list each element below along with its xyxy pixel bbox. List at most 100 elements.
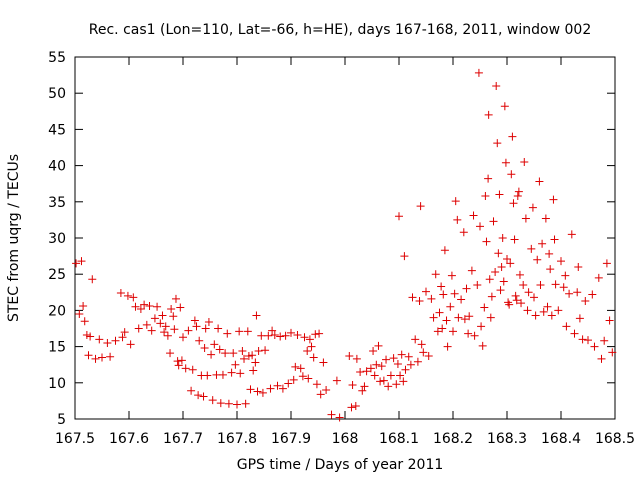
data-point — [493, 139, 502, 148]
data-point — [77, 257, 86, 266]
y-tick-label: 55 — [48, 50, 66, 66]
data-point — [495, 190, 504, 199]
data-point — [227, 368, 236, 377]
data-point — [216, 399, 225, 408]
data-point — [437, 282, 446, 291]
data-point — [417, 340, 426, 349]
data-point — [129, 293, 138, 302]
data-point — [541, 214, 550, 223]
data-point — [352, 354, 361, 363]
data-point — [312, 380, 321, 389]
data-point — [510, 235, 519, 244]
data-point — [188, 365, 197, 374]
data-point — [376, 377, 385, 386]
data-point — [179, 333, 187, 342]
data-point — [413, 357, 422, 366]
data-point — [550, 235, 559, 244]
data-point — [177, 356, 186, 365]
data-point — [453, 215, 462, 224]
data-point — [477, 322, 486, 331]
data-point — [200, 344, 209, 353]
data-point — [561, 271, 570, 280]
data-point — [264, 331, 273, 340]
data-point — [517, 299, 526, 308]
data-point — [86, 332, 95, 341]
data-point — [309, 353, 318, 362]
data-point — [515, 270, 524, 279]
data-point — [184, 326, 193, 335]
data-point — [459, 228, 468, 237]
y-tick-label: 10 — [48, 376, 66, 392]
data-point — [386, 371, 395, 380]
data-point — [424, 352, 433, 361]
data-point — [224, 399, 233, 408]
data-point — [578, 335, 587, 344]
data-point — [492, 81, 501, 90]
data-point — [75, 310, 84, 319]
data-point — [562, 322, 571, 331]
data-point — [126, 340, 135, 349]
data-point — [501, 158, 510, 167]
data-point — [504, 298, 513, 307]
data-point — [176, 303, 185, 312]
data-point — [134, 324, 143, 333]
data-point — [508, 132, 517, 141]
data-point — [158, 311, 167, 320]
data-point — [487, 292, 496, 301]
data-point — [509, 199, 518, 208]
data-point — [161, 322, 170, 331]
data-point — [170, 325, 179, 334]
data-point — [554, 306, 563, 315]
x-tick-label: 168.5 — [595, 431, 635, 447]
data-point — [465, 312, 474, 321]
x-tick-label: 168.4 — [541, 431, 581, 447]
data-point — [519, 281, 528, 290]
data-point — [147, 326, 156, 335]
y-tick-label: 5 — [57, 412, 66, 428]
data-point — [473, 281, 482, 290]
data-point — [163, 331, 172, 340]
data-point — [153, 302, 162, 311]
data-point — [605, 316, 614, 325]
data-point — [422, 287, 430, 296]
data-point — [470, 331, 479, 340]
data-point — [450, 289, 459, 298]
data-point — [486, 313, 495, 322]
data-point — [443, 342, 452, 351]
data-point — [602, 259, 611, 268]
data-point — [491, 268, 500, 277]
data-point — [460, 315, 469, 324]
data-point — [316, 390, 325, 399]
data-point — [511, 291, 520, 300]
data-point — [384, 382, 393, 391]
data-point — [304, 374, 313, 383]
data-point — [181, 364, 190, 373]
data-point — [396, 371, 405, 380]
data-point — [235, 327, 244, 336]
data-point — [171, 294, 180, 303]
data-point — [199, 392, 208, 401]
data-point — [156, 319, 165, 328]
data-point — [531, 311, 540, 320]
data-point — [590, 342, 599, 351]
data-point — [399, 377, 408, 386]
data-point — [551, 280, 560, 289]
data-point — [433, 327, 442, 336]
data-point — [82, 331, 91, 340]
data-point — [229, 349, 238, 358]
data-point — [276, 332, 285, 341]
data-point — [169, 312, 178, 321]
data-point — [203, 371, 212, 380]
data-point — [305, 335, 314, 344]
data-point — [539, 307, 548, 316]
data-point — [293, 331, 302, 340]
x-tick-label: 168 — [332, 431, 359, 447]
data-point — [557, 257, 565, 266]
data-point — [335, 413, 344, 422]
data-point — [261, 346, 270, 355]
data-point — [322, 386, 331, 395]
data-point — [400, 252, 409, 261]
data-point — [190, 316, 199, 325]
x-tick-label: 168.3 — [487, 431, 527, 447]
data-point — [439, 290, 448, 299]
